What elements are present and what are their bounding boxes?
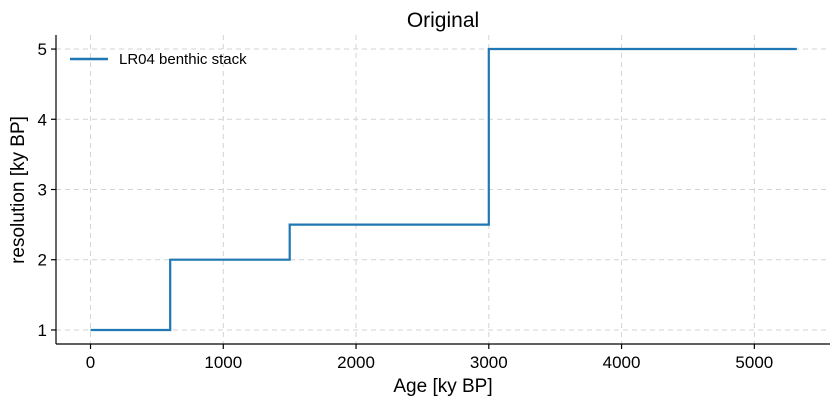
x-tick-label: 4000 — [603, 353, 641, 372]
legend: LR04 benthic stack — [70, 51, 247, 68]
x-axis-label: Age [ky BP] — [393, 376, 492, 397]
x-tick-label: 0 — [86, 353, 95, 372]
chart-title: Original — [407, 9, 479, 32]
x-tick-label: 1000 — [204, 353, 242, 372]
series-line — [90, 47, 797, 332]
ticks: 0 1000 2000 3000 4000 5000 1 2 3 4 5 — [38, 40, 774, 372]
y-tick-label: 5 — [38, 40, 47, 59]
y-tick-label: 1 — [38, 321, 47, 340]
grid — [56, 35, 830, 344]
y-tick-label: 2 — [38, 251, 47, 270]
y-axis-label: resolution [ky BP] — [8, 116, 29, 264]
series-layer — [90, 47, 797, 332]
x-tick-label: 2000 — [337, 353, 375, 372]
x-tick-label: 5000 — [735, 353, 773, 372]
y-tick-label: 3 — [38, 181, 47, 200]
x-tick-label: 3000 — [470, 353, 508, 372]
legend-label: LR04 benthic stack — [119, 51, 247, 68]
y-tick-label: 4 — [38, 110, 47, 129]
